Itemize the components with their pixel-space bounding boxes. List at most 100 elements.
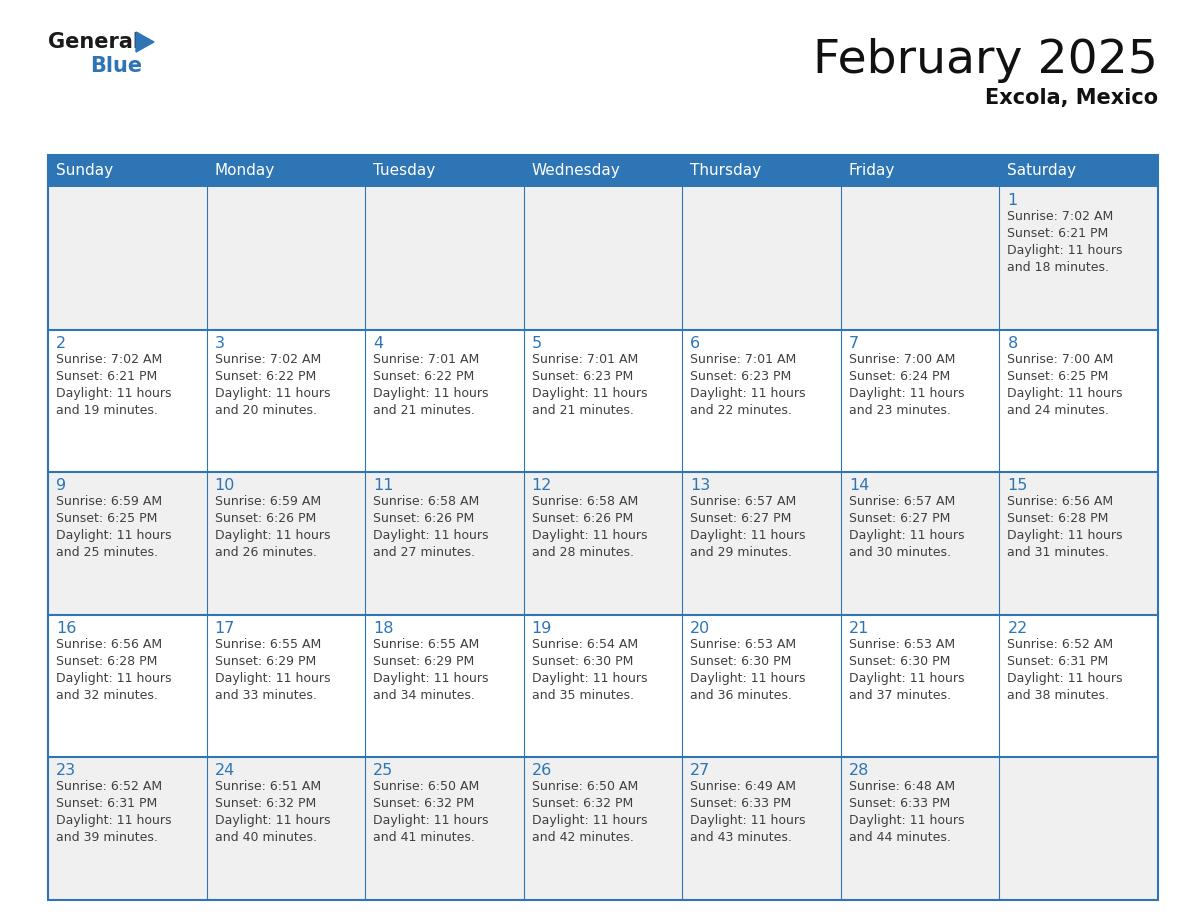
Text: Sunrise: 6:58 AM: Sunrise: 6:58 AM [373, 495, 480, 509]
Text: Sunrise: 6:58 AM: Sunrise: 6:58 AM [532, 495, 638, 509]
Text: Sunrise: 6:55 AM: Sunrise: 6:55 AM [373, 638, 480, 651]
Bar [841, 187, 999, 330]
Text: Sunset: 6:21 PM: Sunset: 6:21 PM [1007, 227, 1108, 240]
Text: Sunset: 6:27 PM: Sunset: 6:27 PM [849, 512, 950, 525]
Bar [365, 615, 524, 757]
Text: 9: 9 [56, 478, 67, 493]
Text: Daylight: 11 hours: Daylight: 11 hours [215, 529, 330, 543]
Text: Daylight: 11 hours: Daylight: 11 hours [690, 672, 805, 685]
Text: Sunrise: 6:49 AM: Sunrise: 6:49 AM [690, 780, 796, 793]
Text: Daylight: 11 hours: Daylight: 11 hours [1007, 386, 1123, 399]
Text: Sunrise: 6:59 AM: Sunrise: 6:59 AM [56, 495, 162, 509]
Text: 15: 15 [1007, 478, 1028, 493]
Text: Sunrise: 6:53 AM: Sunrise: 6:53 AM [690, 638, 796, 651]
Bar [207, 155, 365, 187]
Text: Sunset: 6:21 PM: Sunset: 6:21 PM [56, 370, 157, 383]
Text: Daylight: 11 hours: Daylight: 11 hours [1007, 244, 1123, 257]
Bar [682, 187, 841, 330]
Text: and 28 minutes.: and 28 minutes. [532, 546, 633, 559]
Bar [524, 472, 682, 615]
Bar [682, 155, 841, 187]
Bar [841, 472, 999, 615]
Text: 28: 28 [849, 764, 870, 778]
Text: Sunrise: 7:01 AM: Sunrise: 7:01 AM [373, 353, 480, 365]
Bar [682, 330, 841, 472]
Bar [48, 187, 207, 330]
Text: and 42 minutes.: and 42 minutes. [532, 832, 633, 845]
Text: Daylight: 11 hours: Daylight: 11 hours [373, 672, 488, 685]
Text: Sunset: 6:29 PM: Sunset: 6:29 PM [215, 655, 316, 667]
Text: Daylight: 11 hours: Daylight: 11 hours [373, 386, 488, 399]
Text: Sunset: 6:30 PM: Sunset: 6:30 PM [532, 655, 633, 667]
Text: and 35 minutes.: and 35 minutes. [532, 688, 633, 701]
Polygon shape [135, 32, 154, 52]
Text: Sunrise: 7:01 AM: Sunrise: 7:01 AM [532, 353, 638, 365]
Text: Sunset: 6:23 PM: Sunset: 6:23 PM [690, 370, 791, 383]
Text: Sunset: 6:24 PM: Sunset: 6:24 PM [849, 370, 950, 383]
Text: Sunset: 6:30 PM: Sunset: 6:30 PM [849, 655, 950, 667]
Text: and 38 minutes.: and 38 minutes. [1007, 688, 1110, 701]
Text: and 29 minutes.: and 29 minutes. [690, 546, 792, 559]
Bar [524, 155, 682, 187]
Text: and 22 minutes.: and 22 minutes. [690, 404, 792, 417]
Text: Daylight: 11 hours: Daylight: 11 hours [849, 386, 965, 399]
Text: and 40 minutes.: and 40 minutes. [215, 832, 316, 845]
Text: and 21 minutes.: and 21 minutes. [532, 404, 633, 417]
Bar [207, 615, 365, 757]
Text: 22: 22 [1007, 621, 1028, 636]
Text: Excola, Mexico: Excola, Mexico [985, 88, 1158, 108]
Text: Sunday: Sunday [56, 163, 113, 178]
Text: and 25 minutes.: and 25 minutes. [56, 546, 158, 559]
Text: Sunset: 6:26 PM: Sunset: 6:26 PM [215, 512, 316, 525]
Bar [524, 330, 682, 472]
Text: 20: 20 [690, 621, 710, 636]
Text: 13: 13 [690, 478, 710, 493]
Text: Daylight: 11 hours: Daylight: 11 hours [56, 672, 171, 685]
Bar [999, 757, 1158, 900]
Bar [682, 472, 841, 615]
Bar [48, 155, 207, 187]
Text: Daylight: 11 hours: Daylight: 11 hours [690, 529, 805, 543]
Text: Sunset: 6:25 PM: Sunset: 6:25 PM [1007, 370, 1108, 383]
Text: Sunset: 6:26 PM: Sunset: 6:26 PM [373, 512, 474, 525]
Text: Daylight: 11 hours: Daylight: 11 hours [373, 814, 488, 827]
Text: Sunrise: 6:51 AM: Sunrise: 6:51 AM [215, 780, 321, 793]
Text: and 32 minutes.: and 32 minutes. [56, 688, 158, 701]
Text: and 31 minutes.: and 31 minutes. [1007, 546, 1110, 559]
Bar [841, 615, 999, 757]
Bar [365, 155, 524, 187]
Text: Sunrise: 6:57 AM: Sunrise: 6:57 AM [690, 495, 796, 509]
Text: Sunrise: 6:56 AM: Sunrise: 6:56 AM [56, 638, 162, 651]
Text: 5: 5 [532, 336, 542, 351]
Text: Sunset: 6:28 PM: Sunset: 6:28 PM [1007, 512, 1108, 525]
Text: and 23 minutes.: and 23 minutes. [849, 404, 950, 417]
Text: Thursday: Thursday [690, 163, 762, 178]
Text: and 20 minutes.: and 20 minutes. [215, 404, 316, 417]
Text: 1: 1 [1007, 193, 1018, 208]
Bar [207, 330, 365, 472]
Text: and 26 minutes.: and 26 minutes. [215, 546, 316, 559]
Bar [524, 615, 682, 757]
Text: 23: 23 [56, 764, 76, 778]
Text: 24: 24 [215, 764, 235, 778]
Text: 27: 27 [690, 764, 710, 778]
Text: Sunrise: 6:52 AM: Sunrise: 6:52 AM [1007, 638, 1113, 651]
Text: and 44 minutes.: and 44 minutes. [849, 832, 950, 845]
Text: 26: 26 [532, 764, 552, 778]
Text: Sunrise: 6:57 AM: Sunrise: 6:57 AM [849, 495, 955, 509]
Text: 7: 7 [849, 336, 859, 351]
Text: Sunrise: 6:48 AM: Sunrise: 6:48 AM [849, 780, 955, 793]
Text: 18: 18 [373, 621, 393, 636]
Text: 14: 14 [849, 478, 870, 493]
Text: Sunset: 6:31 PM: Sunset: 6:31 PM [1007, 655, 1108, 667]
Text: and 36 minutes.: and 36 minutes. [690, 688, 792, 701]
Text: Sunrise: 6:54 AM: Sunrise: 6:54 AM [532, 638, 638, 651]
Bar [207, 472, 365, 615]
Text: Saturday: Saturday [1007, 163, 1076, 178]
Bar [365, 330, 524, 472]
Text: 17: 17 [215, 621, 235, 636]
Bar [999, 187, 1158, 330]
Text: and 30 minutes.: and 30 minutes. [849, 546, 950, 559]
Text: Sunrise: 7:02 AM: Sunrise: 7:02 AM [1007, 210, 1113, 223]
Text: Sunrise: 7:02 AM: Sunrise: 7:02 AM [215, 353, 321, 365]
